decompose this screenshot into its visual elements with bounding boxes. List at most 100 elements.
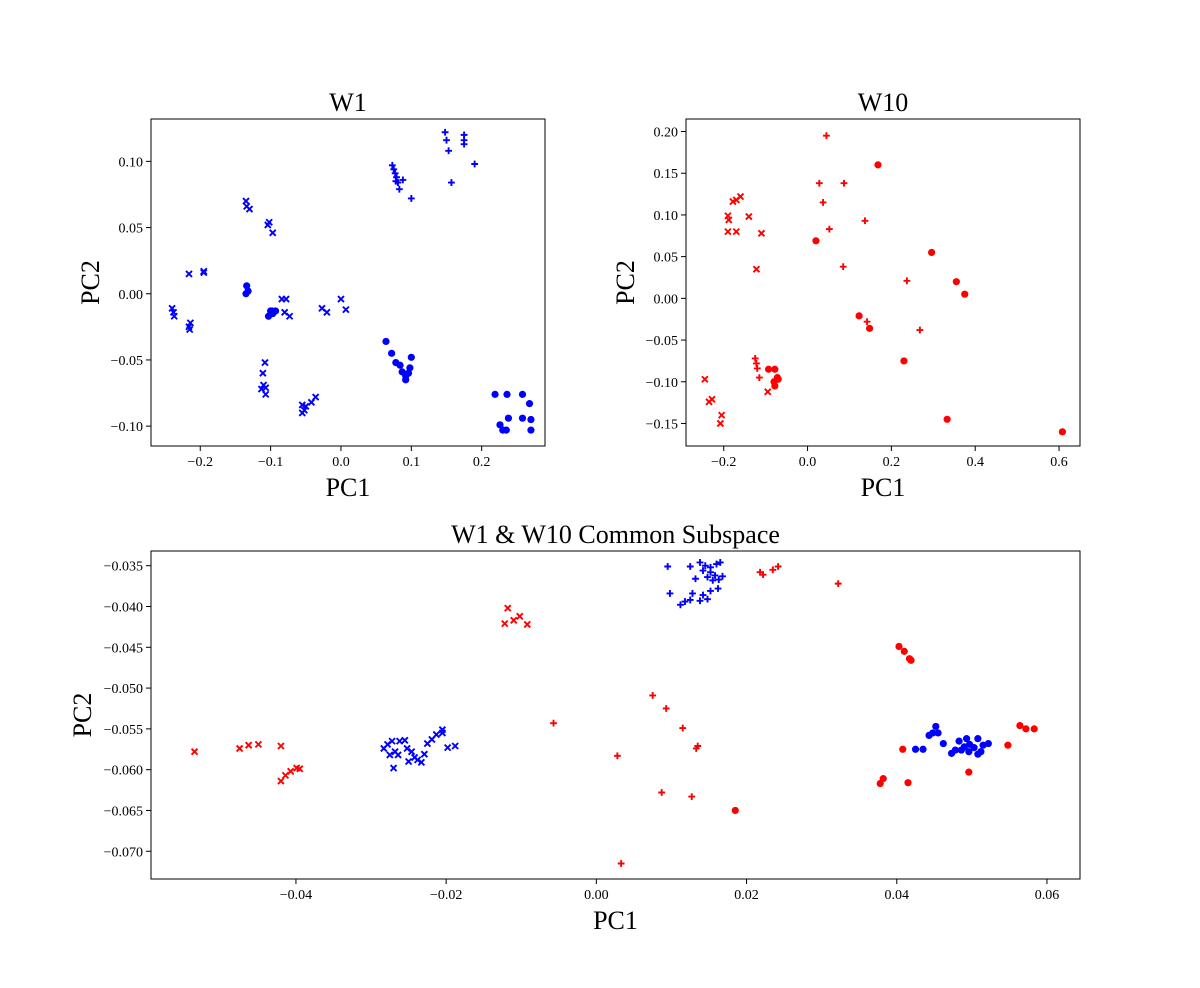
w1-point-x	[186, 325, 194, 334]
w1-point-circle	[406, 364, 414, 372]
w10-y-tick-label: 0.00	[654, 292, 679, 307]
common-subspace-point-circle	[951, 746, 959, 754]
w1-point-plus	[448, 179, 455, 186]
w1-x-tick-label: 0.2	[473, 455, 491, 470]
common-subspace-point-plus	[694, 742, 702, 750]
w1-point-x	[302, 402, 310, 410]
common-subspace-point-x	[516, 612, 524, 620]
w10-point-x	[757, 229, 766, 237]
w10-x-tick-label: 0.2	[883, 455, 901, 470]
w1-y-tick-label: 0.10	[119, 155, 144, 170]
common-subspace-point-x	[432, 730, 441, 739]
w10-x-tick-label: −0.2	[711, 455, 736, 470]
common-subspace-point-circle	[1004, 741, 1012, 749]
w10-point-x	[752, 265, 761, 273]
w1-point-circle	[504, 414, 513, 422]
w1-point-plus	[394, 179, 402, 186]
w1-point-x	[311, 393, 320, 401]
common-subspace-point-circle	[984, 739, 992, 748]
w10-point-circle	[771, 382, 779, 390]
common-subspace-point-circle	[957, 746, 965, 754]
common-subspace-point-x	[504, 604, 512, 612]
w10-y-tick-label: 0.05	[654, 251, 679, 266]
w1-point-plus	[441, 128, 449, 136]
w10-point-x	[701, 375, 709, 383]
common-subspace-point-plus	[664, 563, 672, 570]
w1-point-x	[285, 312, 294, 320]
common-subspace-point-x	[395, 737, 404, 745]
common-subspace-title: W1 & W10 Common Subspace	[451, 520, 780, 549]
w1-title: W1	[329, 88, 367, 117]
w1-point-circle	[407, 353, 415, 361]
w10-y-tick-label: 0.20	[654, 126, 679, 141]
common-subspace-point-circle	[899, 745, 907, 753]
w10-point-x	[764, 388, 772, 396]
w10-point-x	[716, 419, 725, 428]
w1-point-circle	[269, 310, 277, 318]
common-subspace-point-plus	[715, 576, 723, 583]
common-subspace-point-plus	[688, 793, 696, 800]
common-subspace-x-tick-label: −0.04	[280, 888, 312, 903]
common-subspace-point-circle	[970, 744, 978, 752]
w1-point-circle	[491, 390, 499, 398]
w1-point-plus	[390, 165, 398, 173]
common-subspace-x-tick-label: 0.06	[1035, 888, 1060, 903]
common-subspace-point-circle	[965, 768, 973, 776]
common-subspace-point-plus	[714, 585, 722, 592]
common-subspace-point-plus	[699, 591, 707, 599]
common-subspace-point-plus	[677, 601, 684, 609]
w10-y-tick-label: −0.15	[646, 417, 678, 432]
w1-x-tick-label: −0.2	[188, 455, 213, 470]
common-subspace-point-plus	[759, 571, 767, 579]
w1-point-circle	[388, 349, 396, 357]
common-subspace-point-circle	[731, 806, 739, 815]
w10-point-circle	[855, 312, 863, 320]
common-subspace-point-plus	[613, 752, 621, 760]
w1-series-plus-blue	[388, 128, 479, 202]
common-subspace-point-plus	[704, 573, 711, 581]
common-subspace-point-plus	[696, 559, 704, 566]
w1-point-plus	[460, 140, 468, 148]
w10-point-x	[736, 192, 745, 201]
common-subspace-point-x	[523, 620, 531, 629]
common-subspace-point-circle	[962, 735, 971, 743]
common-subspace-point-plus	[658, 789, 666, 796]
w10-point-circle	[943, 415, 951, 423]
w10-y-tick-label: −0.10	[646, 376, 678, 391]
w10-point-plus	[840, 179, 848, 187]
w1-point-x	[265, 218, 273, 226]
w1-point-x	[282, 295, 290, 303]
common-subspace-series-circle-red	[731, 642, 1038, 815]
common-subspace-point-plus	[709, 576, 717, 584]
w1-point-x	[323, 308, 331, 316]
w1-point-circle	[518, 414, 527, 422]
common-subspace-point-x	[404, 757, 413, 766]
w1-point-plus	[443, 136, 450, 144]
w1-x-axis-label: PC1	[326, 473, 371, 502]
common-subspace-point-circle	[1016, 722, 1024, 730]
common-subspace-point-plus	[701, 562, 709, 570]
common-subspace-point-plus	[707, 568, 714, 576]
w1-point-circle	[382, 337, 390, 346]
common-subspace-point-x	[287, 767, 295, 775]
common-subspace-point-plus	[713, 560, 720, 568]
w10-plot-frame	[685, 118, 1081, 447]
w10-point-x	[732, 227, 740, 236]
common-subspace-y-tick-label: −0.045	[104, 641, 143, 656]
w10-title: W10	[858, 88, 909, 117]
w1-x-tick-label: 0.0	[332, 455, 350, 470]
common-subspace-point-plus	[550, 719, 557, 727]
w10-y-tick-label: 0.10	[654, 209, 679, 224]
w10-series-x-red	[701, 192, 772, 428]
w10-point-circle	[961, 290, 969, 298]
common-subspace-point-x	[420, 750, 429, 758]
common-subspace-point-plus	[711, 572, 719, 579]
common-subspace-x-tick-label: −0.02	[430, 888, 462, 903]
common-subspace-point-x	[190, 748, 199, 756]
w10-point-circle	[764, 365, 773, 373]
common-subspace-point-plus	[707, 587, 714, 595]
w10-y-tick-label: 0.15	[654, 167, 679, 182]
common-subspace-point-x	[277, 742, 285, 750]
w1-point-plus	[407, 195, 415, 202]
common-subspace-y-tick-label: −0.055	[104, 723, 143, 738]
